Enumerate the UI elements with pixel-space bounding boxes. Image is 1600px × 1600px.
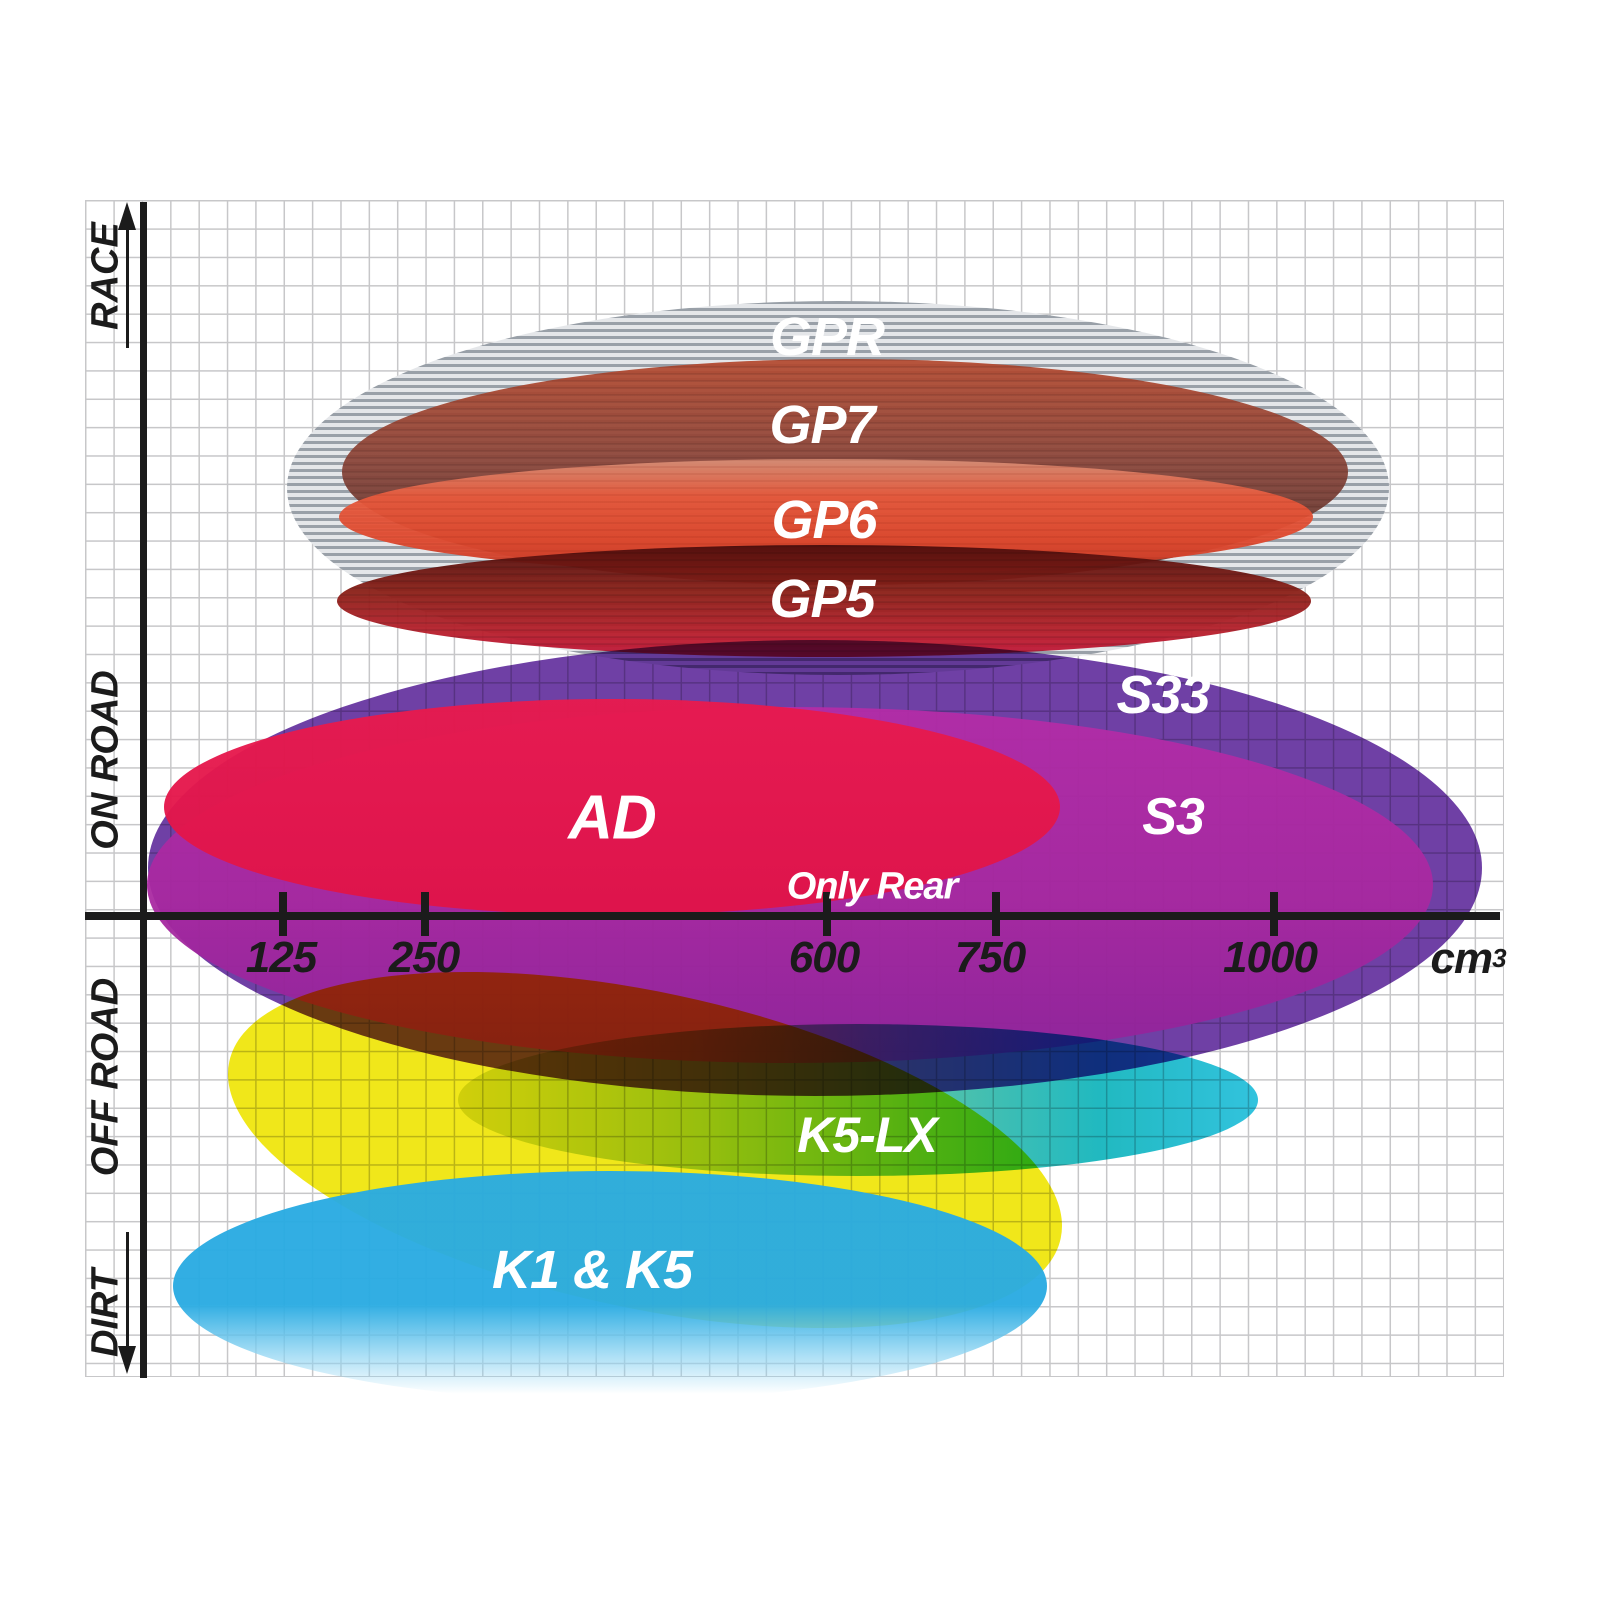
label-gpr: GPR: [769, 307, 885, 367]
dirt-arrow-shaft: [126, 1232, 129, 1346]
label-k5lx: K5-LX: [797, 1107, 937, 1163]
x-axis-unit-label: cm3: [1430, 934, 1507, 984]
x-axis-line: [85, 912, 1500, 920]
dirt-down-arrow-icon: [118, 1346, 136, 1374]
race-arrow-shaft: [126, 228, 129, 348]
label-k1k5: K1 & K5: [491, 1240, 693, 1300]
ellipse-k1k5: [173, 1171, 1047, 1401]
label-s33: S33: [1116, 665, 1210, 725]
label-gp5: GP5: [769, 569, 875, 629]
x-tick-label-600: 600: [788, 933, 860, 982]
x-tick-125: [279, 892, 287, 936]
race-up-arrow-icon: [118, 202, 136, 230]
x-tick-750: [992, 892, 1000, 936]
label-gp6: GP6: [771, 490, 877, 550]
ellipse-gp5: [337, 545, 1311, 657]
category-label-race: RACE: [84, 222, 127, 330]
ellipse-ad: [164, 699, 1060, 915]
label-s3: S3: [1142, 788, 1205, 846]
category-label-off-road: OFF ROAD: [84, 977, 127, 1177]
unit-exponent: 3: [1492, 943, 1507, 973]
category-label-on-road: ON ROAD: [84, 670, 127, 850]
x-tick-label-250: 250: [388, 933, 460, 982]
ellipse-k5lx: [458, 1024, 1258, 1176]
x-tick-label-1000: 1000: [1223, 933, 1318, 982]
unit-cm: cm: [1430, 934, 1493, 983]
x-tick-1000: [1270, 892, 1278, 936]
x-tick-label-750: 750: [954, 933, 1026, 982]
y-axis-line: [140, 202, 147, 1378]
label-only-rear: Only Rear: [786, 865, 959, 908]
label-gp7: GP7: [769, 395, 875, 455]
label-ad: AD: [568, 783, 657, 853]
x-tick-250: [421, 892, 429, 936]
category-label-dirt: DIRT: [84, 1269, 127, 1357]
x-tick-label-125: 125: [245, 933, 317, 982]
x-tick-600: [823, 892, 831, 936]
